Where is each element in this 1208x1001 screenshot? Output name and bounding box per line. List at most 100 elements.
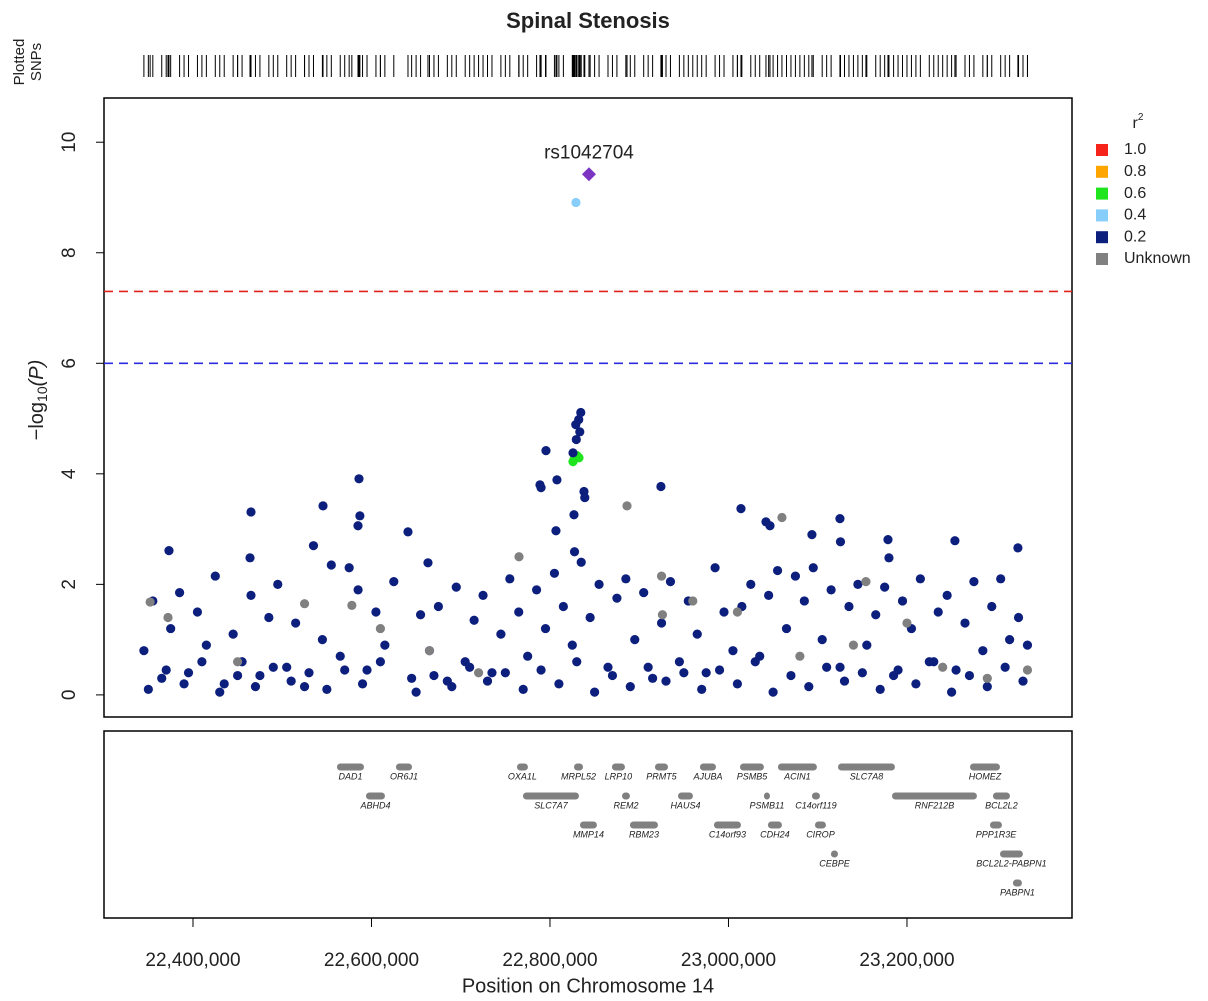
snp-point: [630, 635, 640, 645]
gene-label: AJUBA: [692, 771, 722, 781]
gene-label: CEBPE: [819, 858, 851, 868]
snp-point: [326, 560, 336, 570]
gene: [573, 763, 584, 771]
snp-point: [174, 588, 185, 598]
snp-point: [268, 662, 278, 672]
gene-label: RNF212B: [915, 800, 955, 810]
snp-point: [728, 646, 738, 656]
snp-point: [264, 612, 274, 623]
snp-point: [665, 576, 676, 587]
legend-swatch: [1096, 253, 1108, 265]
legend-swatch: [1096, 209, 1108, 222]
snp-point: [380, 640, 390, 650]
snp-point: [299, 599, 310, 609]
snp-point: [732, 679, 743, 689]
y-label-prefix: −log: [26, 402, 48, 440]
snp-point: [656, 481, 666, 492]
snp-point: [982, 682, 992, 692]
y-label-suffix: (P): [26, 360, 48, 387]
lead-snp-label: rs1042704: [544, 142, 634, 163]
snp-point: [657, 610, 668, 620]
snp-point: [692, 629, 702, 639]
gene-label: REM2: [613, 800, 638, 810]
snp-point: [679, 668, 689, 678]
snp-point: [233, 670, 243, 681]
x-tick-label: 22,800,000: [502, 950, 597, 971]
snp-point: [969, 576, 979, 587]
snp-point: [572, 657, 582, 667]
snp-point: [883, 534, 893, 545]
gene: [611, 763, 625, 771]
snp-point: [317, 635, 327, 645]
gene: [622, 792, 630, 800]
snp-point: [839, 676, 850, 686]
snp-point: [764, 590, 774, 601]
snp-point: [625, 682, 635, 692]
snp-point: [447, 682, 457, 692]
snp-point: [246, 590, 256, 601]
gene: [811, 792, 820, 800]
gene-label: SLC7A8: [850, 771, 884, 781]
gene-label: PPP1R3E: [976, 829, 1018, 839]
lead-snp: [581, 167, 596, 182]
snp-point: [429, 670, 439, 681]
snp-point: [808, 563, 818, 573]
y-axis-label: −log10(P): [26, 360, 49, 441]
snp-point: [951, 665, 961, 675]
snp-point: [987, 601, 997, 612]
snp-point: [375, 623, 386, 634]
gene: [739, 763, 764, 771]
gene: [767, 821, 782, 829]
legend-label: Unknown: [1124, 250, 1191, 267]
snp-point: [750, 657, 760, 667]
snp-point: [804, 682, 814, 692]
snp-point: [777, 512, 787, 523]
snp-point: [411, 687, 421, 697]
snp-point: [656, 571, 667, 581]
gene: [1012, 879, 1022, 887]
snp-point: [710, 563, 720, 573]
gene: [336, 763, 364, 771]
x-tick-label: 22,600,000: [324, 950, 419, 971]
snp-point: [576, 557, 586, 567]
snp-point: [603, 662, 613, 672]
snp-point: [862, 640, 872, 650]
snp-point: [933, 607, 943, 617]
snp-point: [487, 668, 497, 678]
snp-point: [950, 536, 960, 546]
snp-point: [250, 682, 261, 692]
gene-label: SLC7A7: [534, 800, 569, 810]
legend-label: 0.2: [1124, 228, 1146, 245]
snp-point: [164, 546, 174, 556]
points: [139, 197, 1033, 697]
snp-point: [574, 415, 584, 425]
snp-point: [929, 657, 939, 667]
y-label-sub: 10: [34, 386, 50, 402]
x-axis-label: Position on Chromosome 14: [462, 975, 714, 997]
snp-point: [355, 511, 365, 521]
snp-point: [228, 629, 238, 639]
snp-point: [568, 448, 578, 458]
snp-point: [590, 687, 600, 697]
snp-point: [790, 571, 801, 581]
snp-point: [407, 673, 417, 683]
gene: [777, 763, 817, 771]
snp-point: [344, 563, 354, 573]
snp-point: [736, 504, 746, 514]
snp-point: [880, 582, 890, 592]
snp-point: [732, 607, 743, 617]
snp-point: [335, 651, 345, 661]
plot-frame: [103, 97, 1073, 718]
snp-point: [201, 640, 211, 650]
snp-point: [183, 668, 194, 678]
snp-point: [514, 607, 524, 617]
gene: [699, 763, 716, 771]
snp-point: [500, 668, 510, 678]
snp-point: [594, 579, 604, 589]
x-tick-label: 23,200,000: [859, 950, 954, 971]
gene-label: MMP14: [573, 829, 604, 839]
y-tick-label: 0: [59, 690, 80, 701]
snp-point: [871, 610, 881, 620]
snp-point: [536, 483, 546, 493]
